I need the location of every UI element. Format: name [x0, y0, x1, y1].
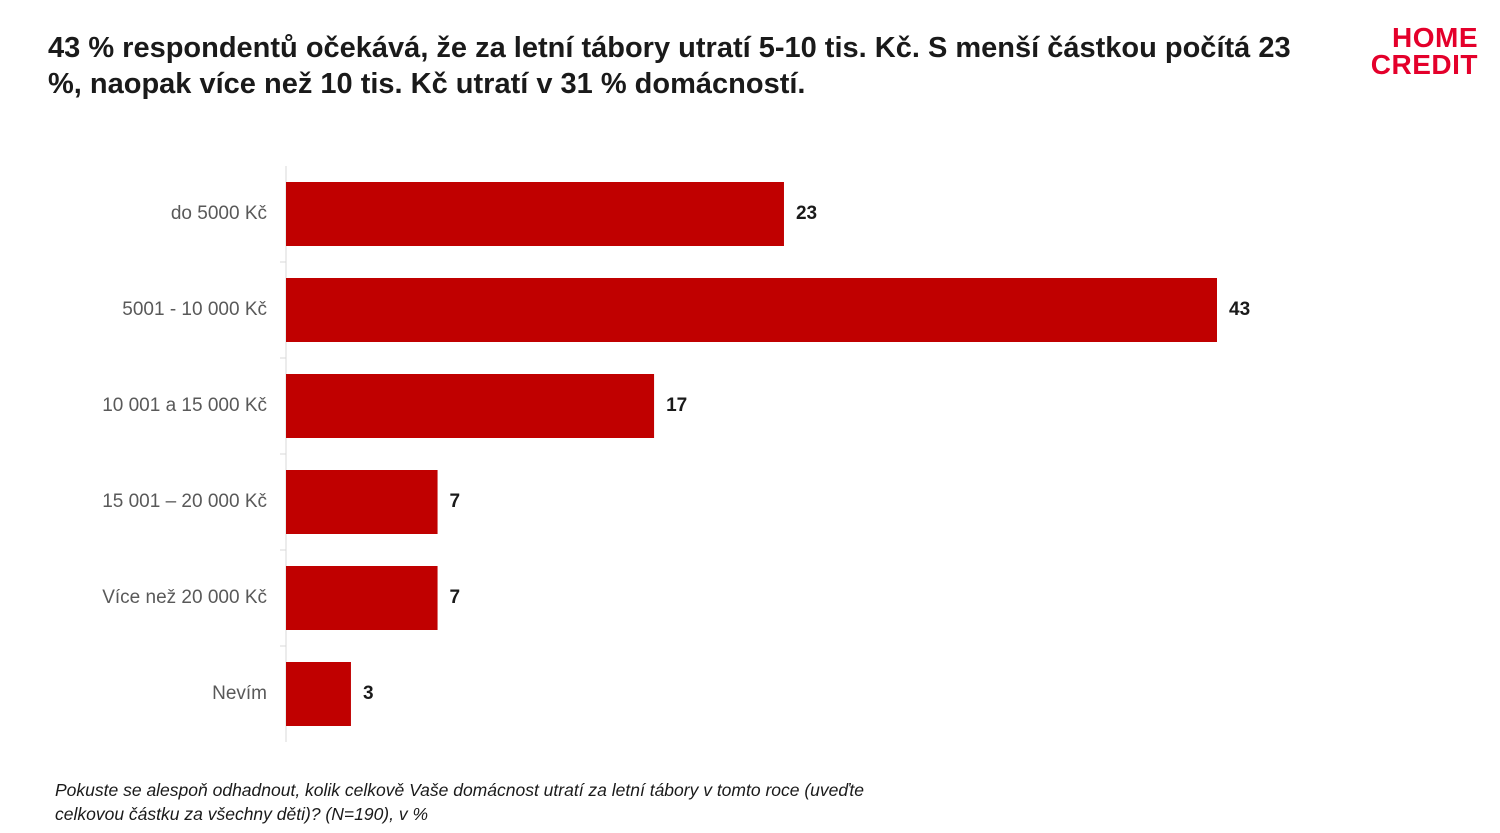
bar-value-label: 23: [796, 203, 817, 224]
logo-line-1: HOME: [1392, 22, 1478, 53]
bar-value-label: 7: [450, 491, 461, 512]
bar-value-label: 7: [450, 587, 461, 608]
chart-headline: 43 % respondentů očekává, že za letní tá…: [48, 32, 1291, 100]
logo-line-2: CREDIT: [1370, 49, 1478, 80]
bar-chart: do 5000 Kč 23 5001 - 10 000 Kč 43 10 001 a 1…: [102, 166, 1250, 742]
bar: [286, 470, 438, 534]
category-label: 15 001 – 20 000 Kč: [102, 491, 267, 512]
category-label: do 5000 Kč: [171, 203, 267, 224]
home-credit-logo: HOME CREDIT: [1350, 22, 1478, 80]
bar: [286, 182, 784, 246]
bar: [286, 374, 655, 438]
bar-value-label: 17: [666, 395, 687, 416]
bar: [286, 566, 438, 630]
bar: [286, 278, 1217, 342]
survey-question-footnote: Pokuste se alespoň odhadnout, kolik celk…: [55, 780, 864, 824]
bar-value-label: 43: [1229, 299, 1250, 320]
category-label: 10 001 a 15 000 Kč: [102, 395, 267, 416]
category-label: 5001 - 10 000 Kč: [122, 299, 267, 320]
bar: [286, 662, 351, 726]
category-label: Více než 20 000 Kč: [102, 587, 267, 608]
bar-value-label: 3: [363, 683, 374, 704]
category-label: Nevím: [212, 683, 267, 704]
